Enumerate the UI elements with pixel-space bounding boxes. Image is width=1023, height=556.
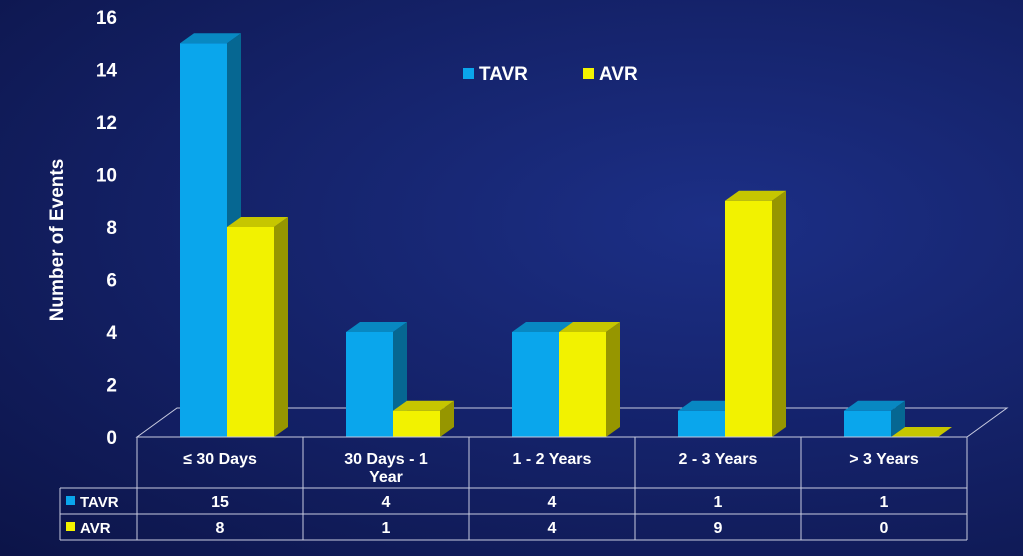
bar-top-tavr <box>512 322 573 332</box>
bar-avr <box>227 227 274 437</box>
bar-top-tavr <box>678 400 739 411</box>
data-label: 9 <box>714 520 723 537</box>
y-tick-label: 16 <box>96 8 117 29</box>
y-tick-label: 14 <box>96 61 118 82</box>
data-label: 0 <box>880 520 889 537</box>
y-axis-label: Number of Events <box>47 159 68 322</box>
bar-top-tavr <box>180 33 241 44</box>
bar-top-avr <box>393 400 454 411</box>
bar-side-avr <box>274 217 288 437</box>
bar-tavr <box>346 332 393 437</box>
table-swatch-tavr <box>66 496 75 505</box>
y-tick-label: 12 <box>96 113 117 134</box>
bar-side-avr <box>440 400 454 437</box>
bar-top-avr <box>891 427 952 437</box>
data-label: 8 <box>216 520 225 537</box>
bar-tavr <box>844 410 891 437</box>
bar-tavr <box>678 410 725 437</box>
data-label: 4 <box>548 520 557 537</box>
data-label: 1 <box>714 494 723 511</box>
bar-top-tavr <box>844 400 905 411</box>
data-label: 4 <box>548 494 557 511</box>
data-label: 1 <box>382 520 391 537</box>
bar-side-tavr <box>891 400 905 437</box>
legend-label-tavr: TAVR <box>479 64 528 85</box>
table-row-label-avr: AVR <box>80 520 111 537</box>
bar-avr <box>725 200 772 437</box>
x-tick-label: 30 Days - 1 <box>344 451 428 468</box>
y-tick-label: 10 <box>96 166 117 187</box>
y-tick-label: 8 <box>106 218 117 239</box>
bar-tavr <box>180 43 227 437</box>
table-swatch-avr <box>66 522 75 531</box>
data-label: 15 <box>211 494 229 511</box>
bar-side-avr <box>606 322 620 437</box>
x-tick-label: > 3 Years <box>849 451 919 468</box>
bar-top-avr <box>227 217 288 227</box>
y-tick-label: 2 <box>106 376 117 397</box>
bar-avr <box>559 332 606 437</box>
y-tick-label: 4 <box>106 323 117 344</box>
legend-swatch-tavr <box>463 68 474 79</box>
legend-swatch-avr <box>583 68 594 79</box>
legend-label-avr: AVR <box>599 64 638 85</box>
bar-side-avr <box>772 190 786 437</box>
bar-top-avr <box>559 322 620 332</box>
x-tick-label: Year <box>369 469 403 486</box>
x-tick-label: 1 - 2 Years <box>513 451 592 468</box>
y-tick-label: 6 <box>106 271 117 292</box>
x-tick-label: 2 - 3 Years <box>679 451 758 468</box>
bar-top-tavr <box>346 322 407 332</box>
y-tick-label: 0 <box>106 428 117 449</box>
data-label: 1 <box>880 494 889 511</box>
bar-top-avr <box>725 190 786 201</box>
bar-avr <box>393 410 440 437</box>
data-label: 4 <box>382 494 391 511</box>
bar-tavr <box>512 332 559 437</box>
table-row-label-tavr: TAVR <box>80 494 119 511</box>
x-tick-label: ≤ 30 Days <box>183 451 257 468</box>
